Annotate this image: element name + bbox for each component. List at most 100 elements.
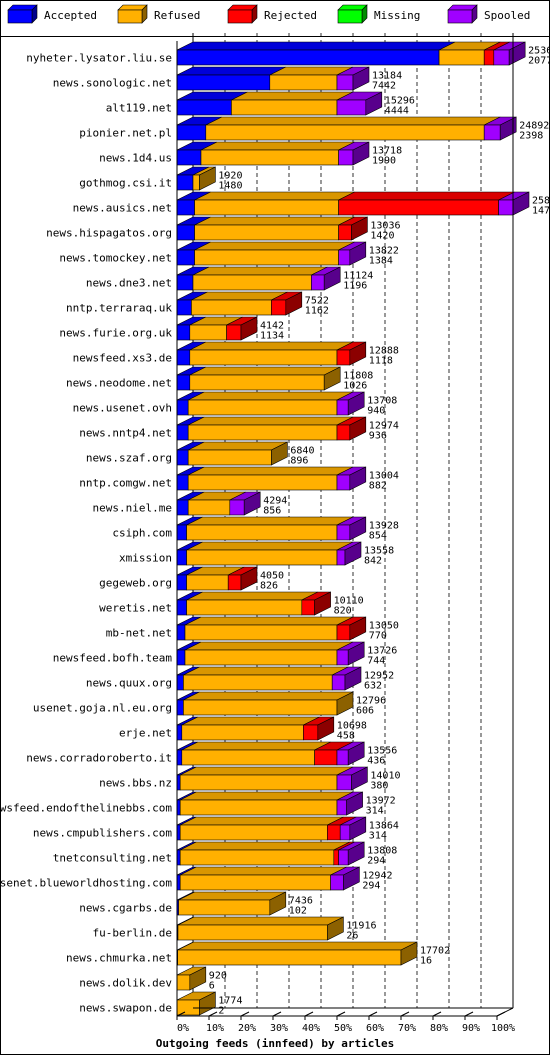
bar-segment: [302, 600, 315, 615]
bar-segment: [494, 50, 509, 65]
bar-segment: [180, 875, 330, 890]
host-label: alt119.net: [106, 102, 172, 115]
host-label: news.corradoroberto.it: [26, 752, 172, 765]
bar-segment: [180, 850, 334, 865]
accepted-value-label: 2398: [519, 131, 543, 142]
x-tick-label: 70%: [398, 1023, 416, 1034]
host-label: usenet.goja.nl.eu.org: [33, 702, 172, 715]
x-tick-label: 80%: [430, 1023, 448, 1034]
bar-segment: [180, 800, 337, 815]
legend-label: Rejected: [264, 9, 317, 22]
bar-segment-top: [190, 342, 353, 350]
bar-segment: [177, 425, 188, 440]
accepted-value-label: 606: [356, 706, 374, 717]
accepted-value-label: 458: [337, 731, 355, 742]
accepted-value-label: 1474: [532, 206, 550, 217]
x-tick-label: 90%: [462, 1023, 480, 1034]
legend-swatch: [338, 10, 362, 23]
accepted-value-label: 856: [263, 506, 281, 517]
host-label: news.tomockey.net: [59, 252, 172, 265]
host-label: news.cgarbs.de: [79, 902, 172, 915]
bar-segment: [177, 500, 188, 515]
host-label: news.nntp4.net: [79, 427, 172, 440]
bar-segment: [337, 750, 348, 765]
bar-segment: [179, 900, 270, 915]
bar-segment-top: [191, 292, 287, 300]
bar-segment: [177, 50, 439, 65]
bar-segment: [177, 400, 188, 415]
host-label: nntp.terraraq.uk: [66, 302, 172, 315]
bar-segment-top: [185, 617, 353, 625]
bar-segment: [187, 600, 302, 615]
host-label: newsfeed.bofh.team: [53, 652, 173, 665]
bar-segment-top: [190, 367, 340, 375]
host-label: news.dne3.net: [86, 277, 172, 290]
host-label: news.hispagatos.org: [46, 227, 172, 240]
host-label: nyheter.lysator.liu.se: [26, 52, 172, 65]
legend-swatch: [448, 10, 472, 23]
accepted-value-label: 826: [260, 581, 278, 592]
bar-segment: [195, 225, 339, 240]
bar-segment: [188, 450, 271, 465]
bar-segment: [178, 950, 401, 965]
accepted-value-label: 4444: [385, 106, 409, 117]
accepted-value-label: 1162: [305, 306, 329, 317]
bar-segment: [183, 700, 337, 715]
host-label: news.szaf.org: [86, 452, 172, 465]
bar-segment: [182, 725, 304, 740]
accepted-value-label: 1026: [343, 381, 367, 392]
bar-segment-top: [188, 417, 353, 425]
accepted-value-label: 1196: [343, 281, 367, 292]
accepted-value-label: 854: [369, 531, 387, 542]
bar-segment-top: [201, 142, 355, 150]
x-tick-label: 0%: [177, 1023, 189, 1034]
x-tick-label: 60%: [366, 1023, 384, 1034]
host-label: gegeweb.org: [99, 577, 172, 590]
x-tick-label: 20%: [238, 1023, 256, 1034]
bar-segment: [339, 250, 350, 265]
accepted-value-label: 436: [367, 756, 385, 767]
bar-segment-top: [182, 717, 320, 725]
bar-segment: [185, 625, 337, 640]
host-label: news.1d4.us: [99, 152, 172, 165]
bar-segment: [188, 500, 230, 515]
accepted-value-label: 940: [367, 406, 385, 417]
x-tick-label: 10%: [206, 1023, 224, 1034]
host-label: news.chmurka.net: [66, 952, 172, 965]
bar-segment-top: [177, 67, 286, 75]
bar-segment-top: [206, 117, 500, 125]
accepted-value-label: 102: [289, 906, 307, 917]
bar-segment: [182, 750, 315, 765]
accepted-value-label: 314: [369, 831, 387, 842]
bar-segment: [187, 525, 337, 540]
accepted-value-label: 820: [334, 606, 352, 617]
bar-segment: [337, 525, 350, 540]
accepted-value-label: 1480: [218, 181, 242, 192]
bar-segment: [177, 525, 187, 540]
bar-segment: [188, 425, 337, 440]
bar-segment: [337, 800, 347, 815]
bar-segment: [177, 600, 187, 615]
bar-segment: [339, 225, 352, 240]
host-label: fu-berlin.de: [93, 927, 172, 940]
bar-segment-top: [178, 917, 343, 925]
bar-segment: [180, 825, 327, 840]
bar-segment-top: [187, 517, 353, 525]
accepted-value-label: 20770: [528, 56, 550, 67]
accepted-value-label: 16: [420, 956, 432, 967]
accepted-value-label: 842: [364, 556, 382, 567]
host-label: usenet.blueworldhosting.com: [0, 877, 172, 890]
host-label: newsfeed.endofthelinebbs.com: [0, 802, 172, 815]
bar-segment: [177, 350, 190, 365]
accepted-value-label: 632: [364, 681, 382, 692]
host-label: erje.net: [119, 727, 172, 740]
bar-segment-top: [195, 217, 355, 225]
bar-segment: [332, 675, 345, 690]
bar-segment: [177, 225, 195, 240]
bar-segment: [190, 325, 227, 340]
accepted-value-label: 896: [290, 456, 308, 467]
bar-segment: [271, 300, 285, 315]
bar-segment: [185, 650, 337, 665]
host-label: gothmog.csi.it: [79, 177, 172, 190]
host-label: csiph.com: [112, 527, 172, 540]
